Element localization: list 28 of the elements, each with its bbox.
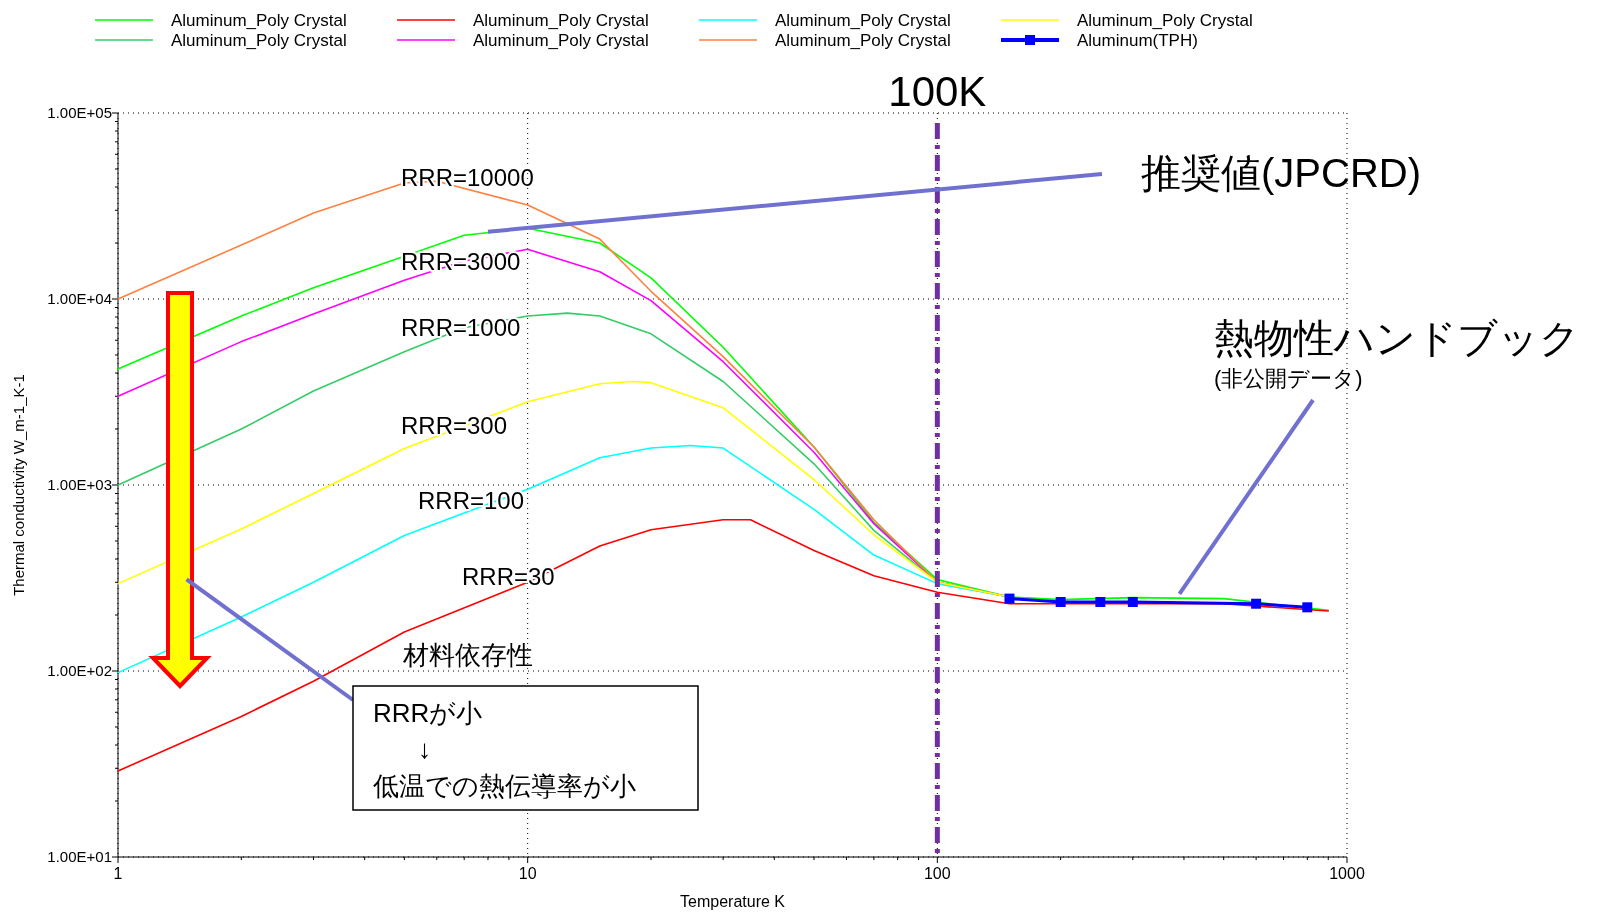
y-tick-label: 1.00E+02: [47, 662, 112, 679]
legend-label: Aluminum_Poly Crystal: [473, 11, 649, 30]
x-tick-label: 1: [113, 865, 123, 882]
x-tick-label: 100: [923, 865, 951, 882]
y-axis-title: Thermal conductivity W_m-1_K-1: [10, 374, 27, 596]
legend-label: Aluminum(TPH): [1077, 31, 1198, 50]
annotation: (非公開データ): [1214, 366, 1363, 391]
legend-label: Aluminum_Poly Crystal: [473, 31, 649, 50]
legend-label: Aluminum_Poly Crystal: [1077, 11, 1253, 30]
annotation: 熱物性ハンドブック: [1214, 316, 1580, 360]
annotation: 材料依存性: [402, 640, 533, 670]
y-tick-label: 1.00E+04: [47, 290, 112, 307]
annotation: RRR=10000: [401, 164, 534, 191]
annotation: 低温での熱伝導率が小: [373, 771, 636, 801]
legend-label: Aluminum_Poly Crystal: [171, 11, 347, 30]
x-tick-label: 1000: [1329, 865, 1365, 882]
annotation: RRRが小: [373, 698, 483, 728]
legend-label: Aluminum_Poly Crystal: [171, 31, 347, 50]
annotation: ↓: [418, 734, 431, 764]
legend-label: Aluminum_Poly Crystal: [775, 31, 951, 50]
y-tick-label: 1.00E+01: [47, 848, 112, 865]
ref-line-label: 100K: [888, 68, 987, 115]
x-tick-label: 10: [518, 865, 537, 882]
x-axis-title: Temperature K: [680, 893, 786, 910]
annotation: 推奨値(JPCRD): [1141, 151, 1421, 195]
y-tick-label: 1.00E+05: [47, 104, 112, 121]
legend-label: Aluminum_Poly Crystal: [775, 11, 951, 30]
y-tick-label: 1.00E+03: [47, 476, 112, 493]
